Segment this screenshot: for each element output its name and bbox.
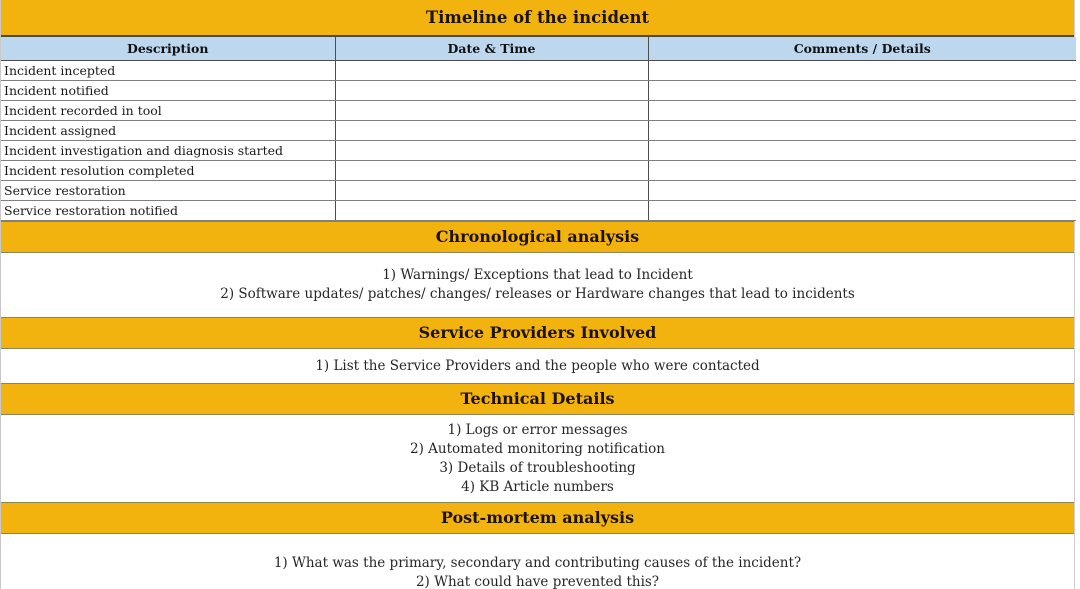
description-cell[interactable]: Incident incepted bbox=[1, 60, 335, 81]
description-cell[interactable]: Incident resolution completed bbox=[1, 160, 335, 181]
datetime-cell[interactable] bbox=[334, 160, 648, 181]
table-row: Service restoration notified bbox=[1, 200, 1076, 221]
datetime-cell[interactable] bbox=[334, 100, 648, 121]
comments-cell[interactable] bbox=[647, 60, 1076, 81]
timeline-table-body: Incident incepted Incident notified Incide… bbox=[1, 60, 1076, 221]
table-row: Incident investigation and diagnosis sta… bbox=[1, 140, 1076, 161]
section-header-chronological: Chronological analysis bbox=[1, 220, 1074, 253]
datetime-cell[interactable] bbox=[334, 60, 648, 81]
comments-cell[interactable] bbox=[647, 80, 1076, 101]
column-header-comments: Comments / Details bbox=[647, 37, 1076, 61]
table-row: Incident notified bbox=[1, 80, 1076, 101]
section-header-technical-details: Technical Details bbox=[1, 382, 1074, 415]
description-cell[interactable]: Incident notified bbox=[1, 80, 335, 101]
section-title: Timeline of the incident bbox=[425, 8, 650, 27]
column-header-description: Description bbox=[1, 37, 335, 61]
section-title: Post-mortem analysis bbox=[440, 508, 635, 527]
section-header-service-providers: Service Providers Involved bbox=[1, 316, 1074, 349]
table-row: Incident incepted bbox=[1, 60, 1076, 81]
section-text-line: 2) What could have prevented this? bbox=[415, 573, 660, 589]
section-title: Service Providers Involved bbox=[418, 323, 657, 342]
comments-cell[interactable] bbox=[647, 140, 1076, 161]
section-text-line: 4) KB Article numbers bbox=[461, 479, 614, 496]
table-row: Incident assigned bbox=[1, 120, 1076, 141]
section-text-line: 1) What was the primary, secondary and c… bbox=[273, 554, 802, 571]
datetime-cell[interactable] bbox=[334, 180, 648, 201]
comments-cell[interactable] bbox=[647, 100, 1076, 121]
column-header-datetime: Date & Time bbox=[334, 37, 648, 61]
datetime-cell[interactable] bbox=[334, 140, 648, 161]
description-cell[interactable]: Incident investigation and diagnosis sta… bbox=[1, 140, 335, 161]
section-text-line: 1) Logs or error messages bbox=[447, 421, 628, 438]
timeline-table: Description Date & Time Comments / Detai… bbox=[1, 37, 1076, 221]
section-text-line: 3) Details of troubleshooting bbox=[439, 460, 636, 477]
table-row: Incident resolution completed bbox=[1, 160, 1076, 181]
comments-cell[interactable] bbox=[647, 200, 1076, 221]
section-body-chronological: 1) Warnings/ Exceptions that lead to Inc… bbox=[1, 252, 1074, 317]
comments-cell[interactable] bbox=[647, 180, 1076, 201]
section-body-technical-details: 1) Logs or error messages 2) Automated mo… bbox=[1, 414, 1074, 502]
section-body-post-mortem: 1) What was the primary, secondary and c… bbox=[1, 533, 1074, 589]
table-row: Incident recorded in tool bbox=[1, 100, 1076, 121]
section-title: Chronological analysis bbox=[435, 227, 640, 246]
section-text-line: 2) Automated monitoring notification bbox=[410, 440, 665, 457]
section-text-line: 1) List the Service Providers and the pe… bbox=[315, 357, 760, 374]
description-cell[interactable]: Incident assigned bbox=[1, 120, 335, 141]
section-text-line: 2) Software updates/ patches/ changes/ r… bbox=[220, 285, 855, 302]
comments-cell[interactable] bbox=[647, 160, 1076, 181]
table-row: Service restoration bbox=[1, 180, 1076, 201]
description-cell[interactable]: Incident recorded in tool bbox=[1, 100, 335, 121]
section-body-service-providers: 1) List the Service Providers and the pe… bbox=[1, 348, 1074, 383]
comments-cell[interactable] bbox=[647, 120, 1076, 141]
description-cell[interactable]: Service restoration notified bbox=[1, 200, 335, 221]
section-header-post-mortem: Post-mortem analysis bbox=[1, 501, 1074, 534]
datetime-cell[interactable] bbox=[334, 80, 648, 101]
datetime-cell[interactable] bbox=[334, 200, 648, 221]
description-cell[interactable]: Service restoration bbox=[1, 180, 335, 201]
table-header-row: Description Date & Time Comments / Detai… bbox=[1, 37, 1076, 61]
section-header-timeline: Timeline of the incident bbox=[1, 0, 1074, 37]
datetime-cell[interactable] bbox=[334, 120, 648, 141]
section-text-line: 1) Warnings/ Exceptions that lead to Inc… bbox=[382, 266, 693, 283]
section-title: Technical Details bbox=[460, 389, 615, 408]
